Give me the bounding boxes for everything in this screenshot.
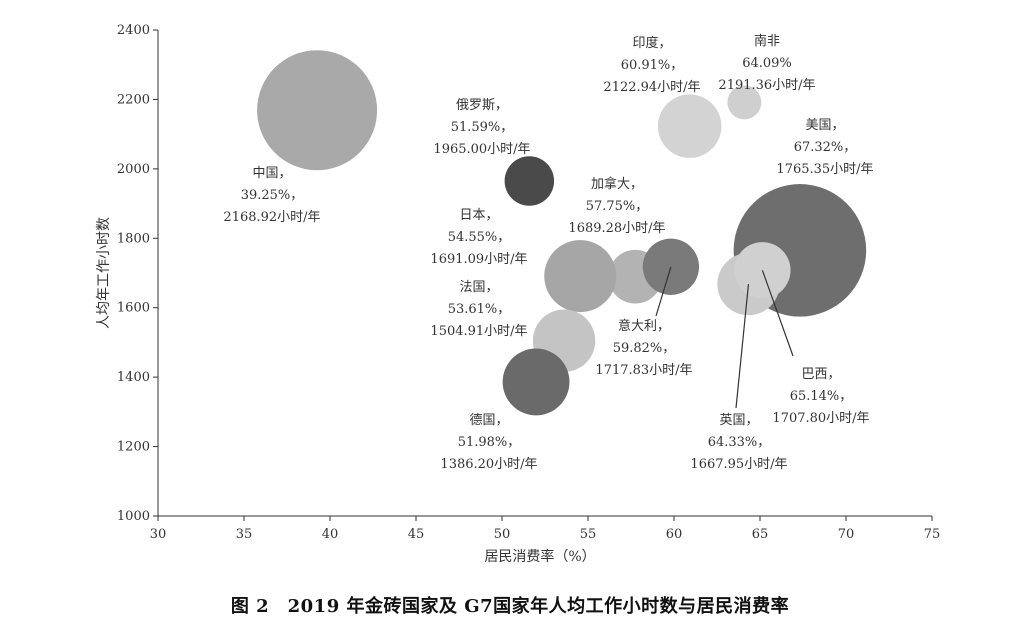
annotation-印度: 印度， 60.91%， 2122.94小时/年: [603, 35, 700, 95]
y-tick-label: 1600: [117, 301, 150, 316]
x-tick-label: 65: [752, 527, 769, 542]
annotation-日本: 日本， 54.55%， 1691.09小时/年: [430, 208, 527, 267]
y-tick-label: 1200: [117, 440, 150, 455]
annotation-德国: 德国， 51.98%， 1386.20小时/年: [440, 413, 537, 472]
annotation-line: 1691.09小时/年: [430, 252, 527, 267]
y-tick-label: 2200: [117, 92, 150, 107]
annotation-line: 巴西，: [801, 367, 840, 382]
leader-巴西: [761, 270, 794, 357]
annotation-俄罗斯: 俄罗斯， 51.59%， 1965.00小时/年: [433, 98, 530, 157]
annotation-line: 64.09%: [742, 56, 792, 71]
annotation-line: 2168.92小时/年: [223, 210, 320, 225]
bubble-chart: 30 35 40 45 50 55 60 65 70 75 1000 1200 1400 1600 180…: [96, 23, 941, 565]
y-tick-label: 2400: [117, 23, 150, 38]
annotation-line: 64.33%，: [708, 435, 771, 450]
annotation-line: 59.82%，: [613, 341, 676, 356]
figure-caption: 图 2 2019 年金砖国家及 G7国家年人均工作小时数与居民消费率: [230, 596, 790, 617]
bubble-巴西: [734, 242, 791, 299]
x-tick-label: 45: [408, 527, 425, 542]
bubble-俄罗斯: [504, 156, 555, 206]
bubbles-layer: [257, 50, 867, 416]
leader-意大利: [655, 266, 672, 317]
annotation-line: 日本，: [459, 208, 498, 223]
bubble-印度: [657, 94, 722, 158]
annotation-line: 57.75%，: [586, 199, 649, 214]
y-ticks: 1000 1200 1400 1600 1800 2000 2200 2400: [117, 23, 158, 524]
annotation-南非: 南非 64.09% 2191.36小时/年: [718, 33, 815, 93]
annotation-line: 53.61%，: [448, 302, 511, 317]
annotation-意大利: 意大利， 59.82%， 1717.83小时/年: [595, 318, 692, 378]
x-tick-label: 70: [838, 527, 855, 542]
x-ticks: 30 35 40 45 50 55 60 65 70 75: [150, 516, 941, 542]
x-tick-label: 75: [924, 527, 941, 542]
annotation-line: 60.91%，: [621, 58, 684, 73]
annotation-line: 1689.28小时/年: [568, 221, 665, 236]
annotation-中国: 中国， 39.25%， 2168.92小时/年: [223, 166, 320, 225]
annotation-line: 1667.95小时/年: [690, 457, 787, 472]
x-tick-label: 50: [494, 527, 511, 542]
annotations: 中国， 39.25%， 2168.92小时/年 俄罗斯， 51.59%， 1965.00小…: [223, 33, 873, 472]
x-tick-label: 30: [150, 527, 167, 542]
bubble-南非: [727, 85, 762, 120]
annotation-line: 51.59%，: [451, 120, 514, 135]
annotation-line: 1965.00小时/年: [433, 142, 530, 157]
x-tick-label: 40: [322, 527, 339, 542]
annotation-line: 1765.35小时/年: [776, 162, 873, 177]
annotation-line: 65.14%，: [790, 389, 853, 404]
y-tick-label: 2000: [117, 162, 150, 177]
annotation-line: 1707.80小时/年: [772, 411, 869, 426]
annotation-line: 英国，: [719, 413, 758, 428]
bubble-日本: [544, 240, 617, 313]
annotation-line: 法国，: [459, 280, 498, 295]
annotation-line: 中国，: [252, 166, 291, 181]
annotation-line: 67.32%，: [794, 140, 857, 155]
annotation-line: 俄罗斯，: [456, 98, 508, 113]
x-tick-label: 35: [236, 527, 253, 542]
annotation-line: 54.55%，: [448, 230, 511, 245]
annotation-line: 2122.94小时/年: [603, 80, 700, 95]
annotation-line: 意大利，: [618, 318, 670, 334]
annotation-line: 1717.83小时/年: [595, 363, 692, 378]
annotation-line: 2191.36小时/年: [718, 78, 815, 93]
annotation-line: 德国，: [469, 413, 508, 428]
leader-英国: [735, 284, 750, 409]
annotation-英国: 英国， 64.33%， 1667.95小时/年: [690, 413, 787, 472]
annotation-line: 美国，: [805, 118, 844, 133]
annotation-line: 1386.20小时/年: [440, 457, 537, 472]
annotation-line: 南非: [754, 33, 780, 49]
y-axis-title: 人均年工作小时数: [96, 217, 112, 329]
y-tick-label: 1000: [117, 509, 150, 524]
axes: [157, 30, 932, 517]
annotation-巴西: 巴西， 65.14%， 1707.80小时/年: [772, 367, 869, 426]
annotation-line: 加拿大，: [591, 176, 643, 192]
bubble-德国: [502, 348, 570, 416]
bubble-中国: [257, 50, 378, 171]
x-axis-title: 居民消费率（%）: [484, 548, 595, 565]
annotation-line: 1504.91小时/年: [430, 324, 527, 339]
x-tick-label: 60: [666, 527, 683, 542]
annotation-加拿大: 加拿大， 57.75%， 1689.28小时/年: [568, 176, 665, 236]
annotation-line: 39.25%，: [241, 188, 304, 203]
x-tick-label: 55: [580, 527, 597, 542]
annotation-法国: 法国， 53.61%， 1504.91小时/年: [430, 280, 527, 339]
annotation-line: 印度，: [632, 35, 671, 51]
leader-lines: [655, 266, 794, 409]
y-tick-label: 1800: [117, 231, 150, 246]
y-tick-label: 1400: [117, 370, 150, 385]
annotation-美国: 美国， 67.32%， 1765.35小时/年: [776, 118, 873, 177]
annotation-line: 51.98%，: [458, 435, 521, 450]
